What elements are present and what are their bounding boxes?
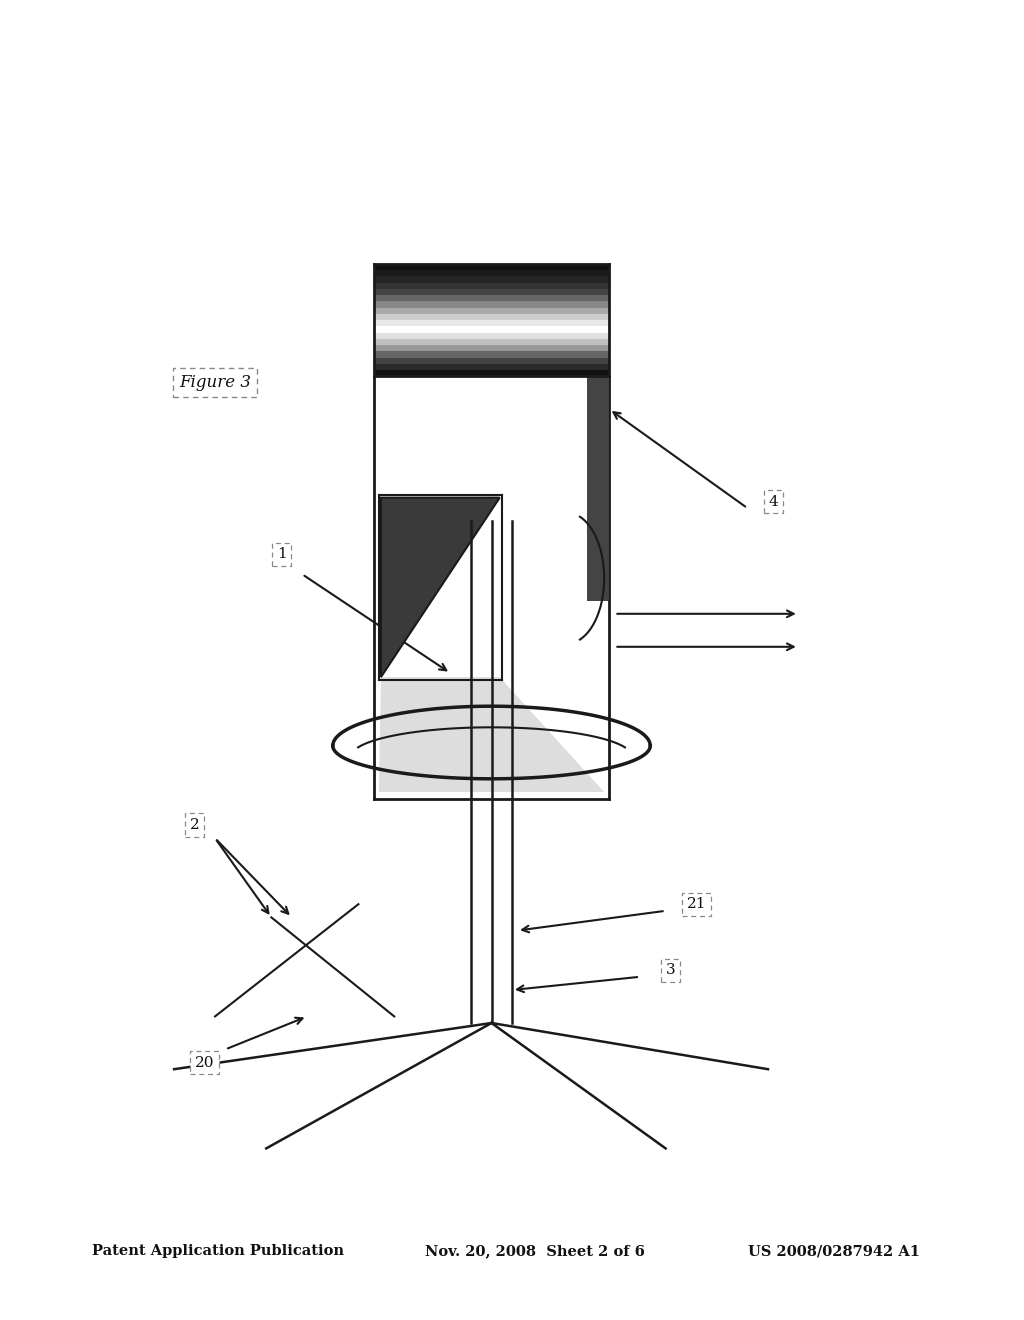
Polygon shape xyxy=(374,271,609,276)
Polygon shape xyxy=(374,308,609,314)
Polygon shape xyxy=(374,358,609,364)
Polygon shape xyxy=(374,282,609,289)
Text: 4: 4 xyxy=(768,495,778,508)
Polygon shape xyxy=(374,333,609,339)
Text: 3: 3 xyxy=(666,964,676,977)
Polygon shape xyxy=(374,364,609,370)
Text: Nov. 20, 2008  Sheet 2 of 6: Nov. 20, 2008 Sheet 2 of 6 xyxy=(425,1245,645,1258)
Polygon shape xyxy=(379,677,604,792)
Text: 2: 2 xyxy=(189,818,200,832)
Polygon shape xyxy=(374,345,609,351)
Text: 1: 1 xyxy=(276,548,287,561)
Polygon shape xyxy=(374,339,609,345)
Polygon shape xyxy=(374,314,609,319)
Polygon shape xyxy=(374,326,609,333)
Polygon shape xyxy=(374,276,609,282)
Polygon shape xyxy=(374,319,609,326)
Polygon shape xyxy=(374,264,609,271)
Polygon shape xyxy=(374,289,609,296)
Text: 21: 21 xyxy=(686,898,707,911)
Polygon shape xyxy=(374,301,609,308)
Text: US 2008/0287942 A1: US 2008/0287942 A1 xyxy=(748,1245,920,1258)
Polygon shape xyxy=(374,370,609,376)
Text: 20: 20 xyxy=(195,1056,215,1069)
Polygon shape xyxy=(587,376,609,601)
Text: Patent Application Publication: Patent Application Publication xyxy=(92,1245,344,1258)
Polygon shape xyxy=(374,351,609,358)
Polygon shape xyxy=(381,498,500,677)
Text: Figure 3: Figure 3 xyxy=(179,374,251,391)
Polygon shape xyxy=(374,296,609,301)
